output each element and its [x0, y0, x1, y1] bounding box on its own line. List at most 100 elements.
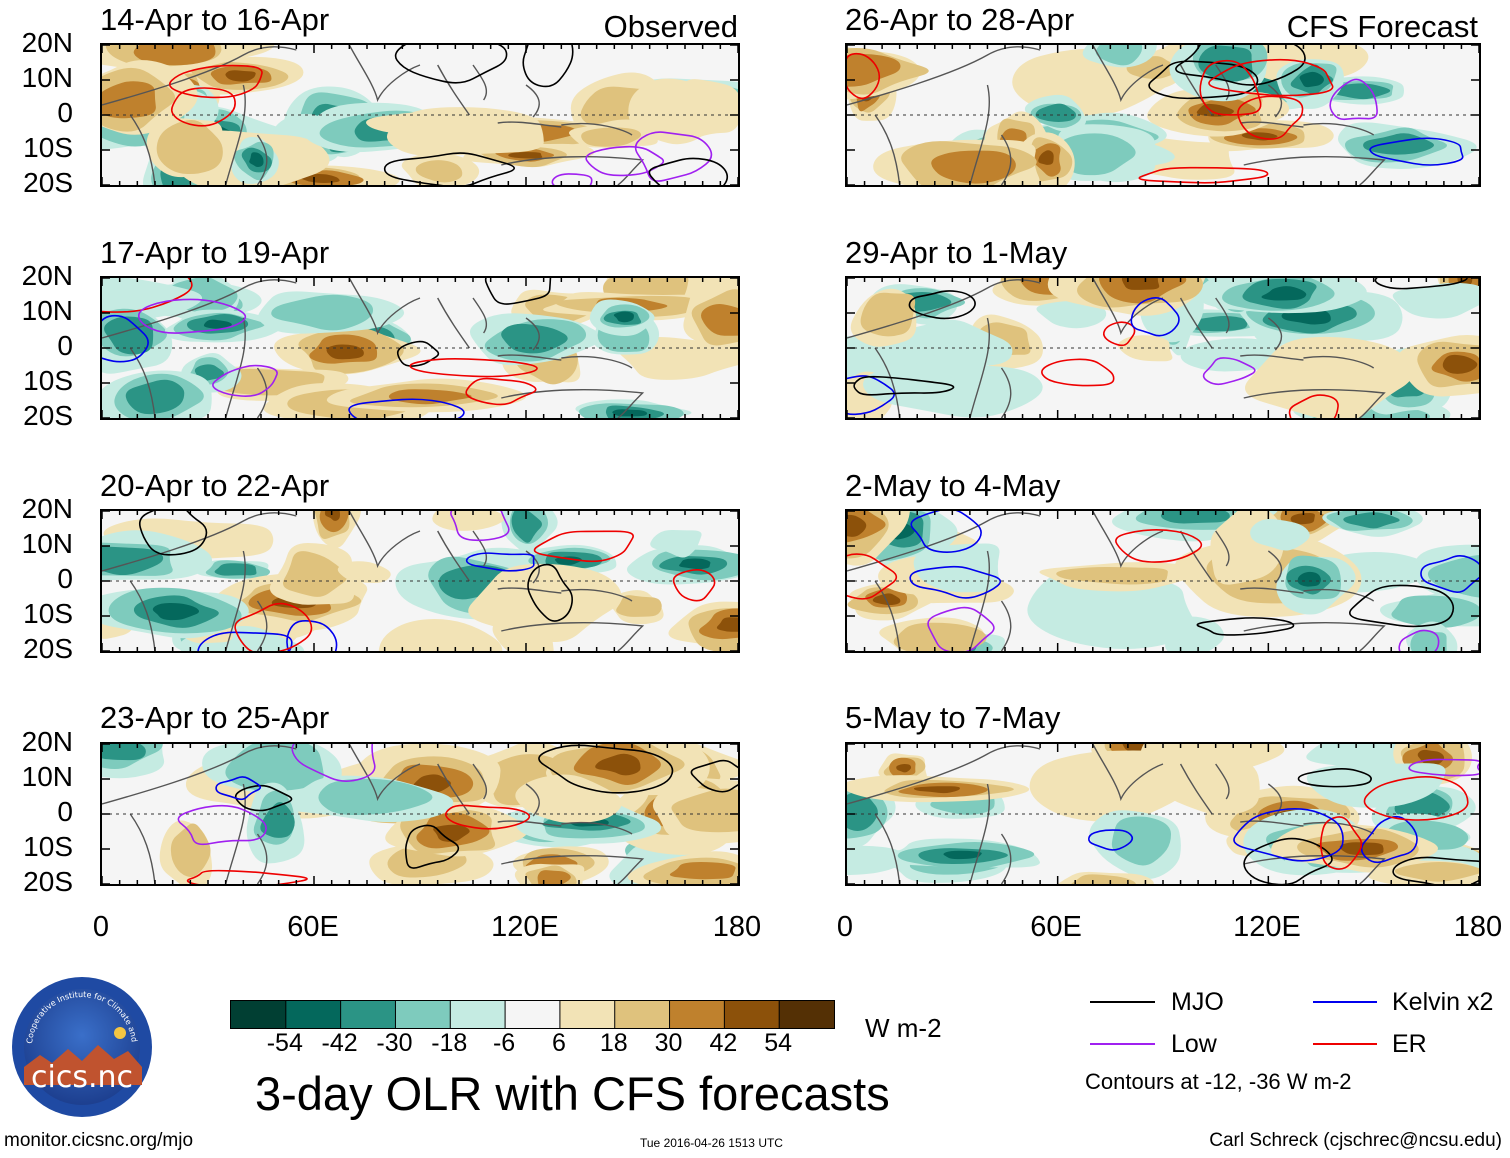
coastline — [1240, 121, 1304, 128]
coastline — [256, 134, 268, 185]
wave-contour — [690, 759, 738, 793]
dry-anomaly-area — [893, 622, 987, 651]
coastline — [1092, 511, 1164, 569]
panel-title: 29-Apr to 1-May — [845, 235, 1068, 270]
dry-anomaly-area — [432, 511, 506, 531]
wet-anomaly-area — [214, 563, 257, 576]
colorbar-tick-label: 54 — [764, 1029, 793, 1057]
x-tick-label: 120E — [1233, 911, 1301, 943]
coastline — [1092, 278, 1164, 336]
coastline — [874, 813, 901, 884]
wet-anomaly-area — [1392, 282, 1479, 319]
coastline — [497, 587, 562, 594]
wave-contour — [138, 511, 208, 556]
wet-anomaly-area — [1035, 103, 1077, 123]
wet-anomaly-area — [125, 379, 185, 415]
wet-anomaly-area — [1056, 133, 1136, 176]
wave-contour — [102, 314, 149, 363]
wet-anomaly-area — [102, 744, 146, 761]
coastline — [969, 550, 991, 651]
coastlines — [847, 744, 1386, 884]
coastline — [1267, 84, 1283, 118]
coastline — [348, 45, 421, 103]
logo-text: cics.nc — [31, 1060, 133, 1095]
colorbar-tick-label: -54 — [266, 1029, 303, 1057]
coastline — [1303, 821, 1375, 835]
coastline — [129, 580, 156, 651]
colorbar-swatch — [779, 1001, 835, 1028]
coastline — [1000, 367, 1012, 418]
wave-contour — [1363, 775, 1469, 821]
dry-anomaly-area — [133, 45, 216, 66]
wet-anomaly-area — [1299, 71, 1324, 88]
x-tick-label: 180 — [1453, 911, 1503, 943]
coastline — [256, 600, 268, 651]
wave-contour — [1175, 45, 1306, 86]
panel-title: 17-Apr to 19-Apr — [100, 235, 330, 270]
wave-contour — [445, 804, 531, 830]
coastline — [472, 763, 488, 800]
main-title: 3-day OLR with CFS forecasts — [255, 1067, 890, 1120]
y-tick-label: 10S — [23, 831, 73, 862]
dry-anomaly-area — [847, 54, 901, 87]
x-tick-label: 0 — [836, 911, 854, 943]
wave-contour — [672, 569, 716, 602]
wave-contour — [1138, 166, 1269, 184]
coastline — [224, 550, 246, 651]
coastline — [561, 588, 633, 602]
wave-contour — [1288, 394, 1339, 418]
coastline — [348, 278, 421, 336]
dry-anomaly-area — [860, 292, 916, 337]
wet-anomaly-area — [1250, 518, 1310, 551]
legend-label-er: ER — [1392, 1030, 1427, 1058]
x-tick-label: 180 — [712, 911, 762, 943]
coastline — [847, 745, 1041, 805]
coastline — [1179, 297, 1213, 349]
wet-anomaly-area — [260, 802, 295, 838]
wave-contour — [404, 824, 460, 869]
y-tick-label: 10N — [21, 295, 73, 326]
coastline — [256, 833, 268, 884]
wave-contour — [409, 357, 538, 378]
observed-panel-3 — [100, 509, 740, 653]
wet-anomaly-area — [913, 543, 1000, 593]
colorbar-swatch — [340, 1001, 396, 1028]
x-tick-label: 120E — [491, 911, 559, 943]
legend: MJO Kelvin x2 Low ER — [1085, 986, 1500, 1096]
dry-anomaly-area — [386, 107, 544, 157]
coastline — [1092, 744, 1164, 802]
observed-label: Observed — [603, 9, 738, 44]
coastline — [348, 744, 421, 802]
wave-contour — [215, 776, 262, 801]
coastline — [102, 279, 297, 339]
panel-title: 5-May to 7-May — [845, 700, 1061, 735]
wave-contour — [1041, 358, 1115, 387]
wet-anomaly-area — [1427, 554, 1479, 598]
colorbar-tick-label: 18 — [599, 1029, 628, 1057]
colorbar-swatch — [285, 1001, 342, 1028]
colorbar-units: W m-2 — [865, 1013, 942, 1043]
y-tick-label: 10N — [21, 528, 73, 559]
wet-anomaly-area — [1095, 45, 1143, 66]
colorbar-swatch — [450, 1001, 506, 1028]
dry-anomaly-area — [669, 862, 736, 880]
wet-anomaly-area — [1160, 511, 1230, 524]
coastline — [501, 622, 645, 651]
coastline — [102, 46, 297, 106]
coastline — [561, 821, 633, 835]
dry-anomaly-area — [1056, 566, 1168, 585]
coastline — [1303, 122, 1375, 136]
coastline — [1243, 855, 1386, 884]
wet-anomaly-area — [1297, 571, 1321, 587]
forecast-panel-2 — [845, 276, 1481, 420]
wave-contour — [465, 377, 537, 406]
dry-anomaly-area — [225, 70, 256, 82]
coastline — [969, 84, 991, 185]
coastline — [348, 511, 421, 569]
coastline — [129, 347, 156, 418]
coastline — [129, 114, 156, 185]
coastline — [497, 121, 562, 128]
panel-title: 14-Apr to 16-Apr — [100, 2, 330, 37]
wave-contour — [170, 87, 236, 127]
colorbar-swatch — [505, 1001, 561, 1028]
